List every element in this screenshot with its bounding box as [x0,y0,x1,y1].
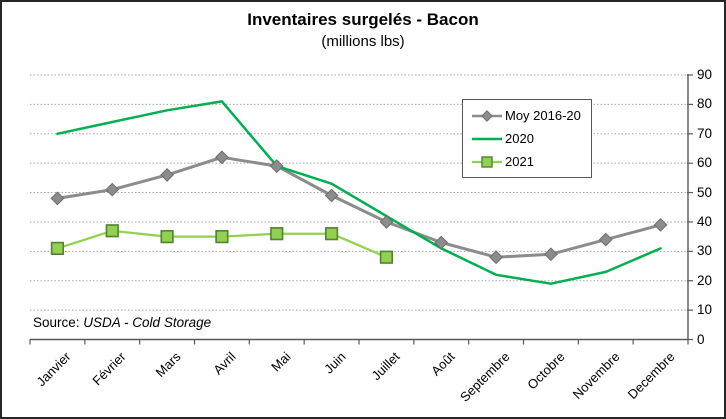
data-point-marker [379,215,394,229]
data-point-marker [324,188,339,203]
chart-subtitle: (millions lbs) [321,33,405,50]
data-point-marker [653,217,668,232]
legend-label: 2020 [505,131,534,146]
y-axis-tick-label: 90 [697,67,713,82]
data-point-marker [324,227,339,241]
source-text: USDA - Cold Storage [83,315,212,330]
y-axis-tick-label: 10 [697,302,713,318]
data-point-marker [160,230,174,244]
data-point-marker [434,235,449,250]
y-axis-tick-label: 30 [697,243,713,259]
series-line-moy-2016-20 [55,155,663,259]
chart-title: Inventaires surgelés - Bacon [247,10,479,29]
data-point-marker [379,250,394,264]
data-point-marker [105,182,120,197]
data-point-marker [544,247,558,262]
legend-item: Moy 2016-20 [471,108,587,123]
legend-item: 2021 [471,154,587,169]
y-axis-tick-label: 0 [697,331,705,347]
data-point-marker [105,224,119,238]
legend-marker-icon [472,155,502,168]
data-point-marker [215,230,229,244]
data-point-marker [270,227,284,241]
y-axis-tick-label: 20 [697,272,713,288]
y-axis-tick-label: 70 [697,125,713,141]
legend-marker-icon [472,109,502,122]
legend-label: Moy 2016-20 [505,108,581,123]
data-point-marker [215,150,229,165]
data-point-marker [598,232,613,247]
data-point-marker [489,250,503,265]
y-axis-tick-label: 40 [697,213,713,229]
y-axis-tick-label: 80 [697,96,713,112]
legend-label: 2021 [505,154,534,169]
data-point-marker [50,191,65,206]
data-point-marker [50,241,65,255]
data-point-marker [160,168,174,182]
source-note: Source: USDA - Cold Storage [33,315,211,330]
y-axis-tick-label: 60 [697,155,713,171]
y-axis-tick-label: 50 [697,184,713,200]
data-point-marker [269,159,284,174]
legend-item: 2020 [471,131,587,146]
legend: Moy 2016-20 2020 2021 [462,99,592,178]
legend-marker-icon [472,137,502,140]
series-line-2020 [56,100,662,285]
source-label: Source: [33,315,80,330]
